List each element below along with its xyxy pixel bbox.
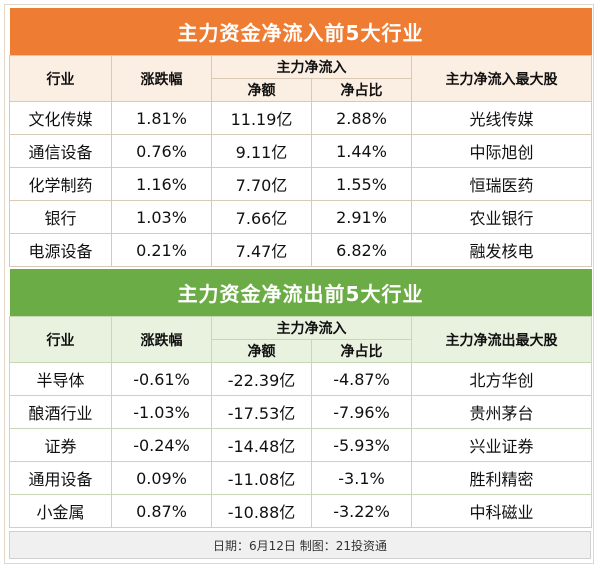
- inflow-header-industry: 行业: [9, 55, 112, 102]
- cell-top-stock: 融发核电: [410, 233, 593, 267]
- table-row: 半导体 -0.61% -22.39亿 -4.87% 北方华创: [9, 362, 593, 396]
- cell-top-stock: 光线传媒: [410, 101, 593, 135]
- cell-change: -0.24%: [111, 428, 212, 462]
- cell-net: 7.47亿: [211, 233, 312, 267]
- cell-top-stock: 中科磁业: [410, 494, 593, 528]
- cell-change: -0.61%: [111, 362, 212, 396]
- inflow-header-ratio: 净占比: [311, 78, 412, 102]
- cell-net: 9.11亿: [211, 134, 312, 168]
- cell-industry: 证券: [9, 428, 112, 462]
- outer-frame: [4, 4, 594, 564]
- inflow-title: 主力资金净流入前5大行业: [9, 8, 592, 56]
- inflow-header-net: 净额: [211, 78, 312, 102]
- outflow-table: 主力资金净流出前5大行业 行业 涨跌幅 主力净流入 主力净流出最大股 净额 净占…: [9, 269, 593, 528]
- cell-industry: 酿酒行业: [9, 395, 112, 429]
- cell-ratio: -3.22%: [311, 494, 412, 528]
- cell-change: -1.03%: [111, 395, 212, 429]
- cell-net: 7.70亿: [211, 167, 312, 201]
- table-row: 证券 -0.24% -14.48亿 -5.93% 兴业证券: [9, 428, 593, 462]
- cell-top-stock: 胜利精密: [410, 461, 593, 495]
- cell-industry: 通用设备: [9, 461, 112, 495]
- cell-change: 0.21%: [111, 233, 212, 267]
- cell-ratio: 6.82%: [311, 233, 412, 267]
- inflow-header-change: 涨跌幅: [111, 55, 212, 102]
- table-row: 通用设备 0.09% -11.08亿 -3.1% 胜利精密: [9, 461, 593, 495]
- table-row: 银行 1.03% 7.66亿 2.91% 农业银行: [9, 200, 593, 234]
- cell-industry: 电源设备: [9, 233, 112, 267]
- cell-change: 1.81%: [111, 101, 212, 135]
- outflow-title: 主力资金净流出前5大行业: [9, 269, 592, 317]
- cell-ratio: -5.93%: [311, 428, 412, 462]
- cell-net: -17.53亿: [211, 395, 312, 429]
- table-row: 小金属 0.87% -10.88亿 -3.22% 中科磁业: [9, 494, 593, 528]
- cell-ratio: 1.55%: [311, 167, 412, 201]
- cell-change: 1.16%: [111, 167, 212, 201]
- cell-industry: 文化传媒: [9, 101, 112, 135]
- outflow-header-ratio: 净占比: [311, 339, 412, 363]
- cell-net: -22.39亿: [211, 362, 312, 396]
- inflow-header-top-stock: 主力净流入最大股: [410, 55, 593, 102]
- cell-top-stock: 兴业证券: [410, 428, 593, 462]
- cell-top-stock: 恒瑞医药: [410, 167, 593, 201]
- cell-net: -10.88亿: [211, 494, 312, 528]
- cell-net: 11.19亿: [211, 101, 312, 135]
- outflow-header-change: 涨跌幅: [111, 316, 212, 363]
- outflow-header-group: 主力净流入: [211, 316, 412, 340]
- table-row: 文化传媒 1.81% 11.19亿 2.88% 光线传媒: [9, 101, 593, 135]
- cell-change: 1.03%: [111, 200, 212, 234]
- cell-net: 7.66亿: [211, 200, 312, 234]
- table-row: 化学制药 1.16% 7.70亿 1.55% 恒瑞医药: [9, 167, 593, 201]
- cell-top-stock: 农业银行: [410, 200, 593, 234]
- cell-industry: 通信设备: [9, 134, 112, 168]
- inflow-header-group: 主力净流入: [211, 55, 412, 79]
- cell-top-stock: 中际旭创: [410, 134, 593, 168]
- cell-top-stock: 贵州茅台: [410, 395, 593, 429]
- cell-change: 0.09%: [111, 461, 212, 495]
- cell-ratio: 2.88%: [311, 101, 412, 135]
- cell-industry: 小金属: [9, 494, 112, 528]
- footer-note: 日期：6月12日 制图：21投资通: [9, 531, 591, 559]
- outflow-body: 半导体 -0.61% -22.39亿 -4.87% 北方华创 酿酒行业 -1.03% -17.…: [9, 362, 593, 528]
- cell-net: -14.48亿: [211, 428, 312, 462]
- cell-ratio: 1.44%: [311, 134, 412, 168]
- outflow-header-top-stock: 主力净流出最大股: [410, 316, 593, 363]
- cell-net: -11.08亿: [211, 461, 312, 495]
- inflow-table: 主力资金净流入前5大行业 行业 涨跌幅 主力净流入 主力净流入最大股 净额 净占…: [9, 8, 593, 267]
- outflow-header-net: 净额: [211, 339, 312, 363]
- table-row: 电源设备 0.21% 7.47亿 6.82% 融发核电: [9, 233, 593, 267]
- outflow-header-industry: 行业: [9, 316, 112, 363]
- cell-change: 0.76%: [111, 134, 212, 168]
- cell-ratio: -4.87%: [311, 362, 412, 396]
- cell-industry: 化学制药: [9, 167, 112, 201]
- cell-change: 0.87%: [111, 494, 212, 528]
- cell-industry: 半导体: [9, 362, 112, 396]
- inflow-body: 文化传媒 1.81% 11.19亿 2.88% 光线传媒 通信设备 0.76% 9.11亿 1.…: [9, 101, 593, 267]
- cell-top-stock: 北方华创: [410, 362, 593, 396]
- cell-industry: 银行: [9, 200, 112, 234]
- table-row: 通信设备 0.76% 9.11亿 1.44% 中际旭创: [9, 134, 593, 168]
- cell-ratio: 2.91%: [311, 200, 412, 234]
- cell-ratio: -7.96%: [311, 395, 412, 429]
- cell-ratio: -3.1%: [311, 461, 412, 495]
- table-row: 酿酒行业 -1.03% -17.53亿 -7.96% 贵州茅台: [9, 395, 593, 429]
